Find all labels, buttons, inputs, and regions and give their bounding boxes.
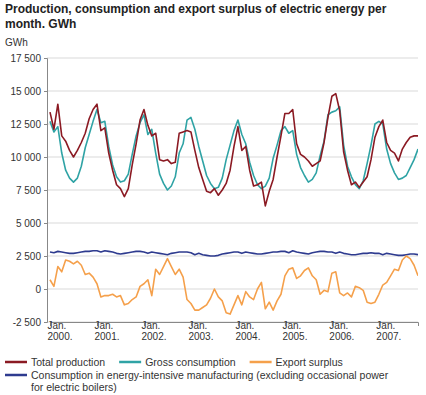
legend-swatch bbox=[119, 361, 141, 364]
legend-label: Export surplus bbox=[276, 356, 343, 368]
x-tick-label: Jan.2007. bbox=[376, 320, 401, 342]
text-line: Production, consumption and export surpl… bbox=[5, 2, 387, 16]
legend-swatch bbox=[5, 374, 27, 377]
y-tick-label: -2 500 bbox=[13, 317, 42, 328]
x-tick-label: Jan.2002. bbox=[141, 320, 166, 342]
text-line: Jan. bbox=[188, 320, 207, 331]
y-tick: 17 500 bbox=[10, 53, 47, 64]
series-line bbox=[50, 94, 418, 206]
text-line: Consumption in energy-intensive manufact… bbox=[31, 369, 389, 381]
legend-item: Gross consumption bbox=[119, 356, 236, 368]
y-tick-mark bbox=[44, 157, 47, 158]
legend-item: Total production bbox=[5, 356, 105, 368]
legend-swatch bbox=[5, 361, 27, 364]
x-tick: Jan.2003. bbox=[188, 320, 213, 342]
y-tick: 5 000 bbox=[16, 218, 47, 229]
text-line: Jan. bbox=[282, 320, 301, 331]
text-line: Jan. bbox=[235, 320, 254, 331]
text-line: 2005. bbox=[282, 331, 307, 342]
y-tick: 0 bbox=[35, 284, 47, 295]
x-tick: Jan.2001. bbox=[94, 320, 119, 342]
legend: Total production Gross consumption Export … bbox=[5, 356, 389, 393]
y-tick-label: 5 000 bbox=[16, 218, 41, 229]
grid-line bbox=[47, 256, 418, 257]
text-line: for electric boilers) bbox=[31, 381, 117, 393]
grid-line bbox=[47, 124, 418, 125]
y-tick-mark bbox=[44, 256, 47, 257]
text-line: Jan. bbox=[141, 320, 160, 331]
x-tick: Jan.2006. bbox=[329, 320, 354, 342]
series-line bbox=[50, 256, 418, 314]
x-axis: Jan.2000.Jan.2001.Jan.2002.Jan.2003.Jan.… bbox=[48, 320, 419, 342]
chart: Production, consumption and export surpl… bbox=[0, 0, 426, 395]
x-tick: Jan.2005. bbox=[282, 320, 307, 342]
legend-label: Gross consumption bbox=[145, 356, 236, 368]
text-line: 2001. bbox=[94, 331, 119, 342]
y-tick-label: 0 bbox=[35, 284, 41, 295]
y-tick: 12 500 bbox=[10, 119, 47, 130]
legend-label: Consumption in energy-intensive manufact… bbox=[31, 369, 389, 393]
legend-label: Total production bbox=[31, 356, 105, 368]
series-line bbox=[50, 251, 418, 256]
text-line: month. GWh bbox=[5, 17, 76, 31]
text-line: Jan. bbox=[94, 320, 113, 331]
text-line: Jan. bbox=[329, 320, 348, 331]
legend-item: Consumption in energy-intensive manufact… bbox=[5, 369, 389, 393]
grid bbox=[47, 58, 418, 322]
x-tick-label: Jan.2006. bbox=[329, 320, 354, 342]
text-line: 2004. bbox=[235, 331, 260, 342]
y-tick-label: 12 500 bbox=[10, 119, 41, 130]
text-line: Jan. bbox=[376, 320, 395, 331]
x-tick: Jan.2007. bbox=[376, 320, 401, 342]
x-tick-label: Jan.2005. bbox=[282, 320, 307, 342]
y-tick: 7 500 bbox=[16, 185, 47, 196]
y-tick-mark bbox=[44, 58, 47, 59]
y-tick: 2 500 bbox=[16, 251, 47, 262]
y-tick-label: 15 000 bbox=[10, 86, 41, 97]
x-tick: Jan.2002. bbox=[141, 320, 166, 342]
y-axis-title: GWh bbox=[5, 37, 28, 48]
title: Production, consumption and export surpl… bbox=[5, 2, 387, 31]
x-tick: Jan.2004. bbox=[235, 320, 260, 342]
y-tick-label: 10 000 bbox=[10, 152, 41, 163]
x-tick-label: Jan.2000. bbox=[48, 320, 73, 342]
y-tick: -2 500 bbox=[13, 317, 47, 328]
x-tick: Jan.2000. bbox=[48, 320, 73, 342]
x-tick-label: Jan.2004. bbox=[235, 320, 260, 342]
y-tick: 10 000 bbox=[10, 152, 47, 163]
y-tick-mark bbox=[44, 190, 47, 191]
y-tick-mark bbox=[44, 91, 47, 92]
grid-line bbox=[47, 190, 418, 191]
grid-line bbox=[47, 91, 418, 92]
y-tick-mark bbox=[44, 289, 47, 290]
grid-line bbox=[47, 58, 418, 59]
x-tick-label: Jan.2001. bbox=[94, 320, 119, 342]
text-line: 2006. bbox=[329, 331, 354, 342]
y-axis: -2 500 0 2 500 5 000 7 500 10 000 12 500 15 000… bbox=[10, 53, 47, 328]
text-line: 2007. bbox=[376, 331, 401, 342]
legend-swatch bbox=[250, 361, 272, 364]
y-tick-label: 7 500 bbox=[16, 185, 41, 196]
grid-line bbox=[47, 223, 418, 224]
y-tick-mark bbox=[44, 124, 47, 125]
legend-item: Export surplus bbox=[250, 356, 343, 368]
y-tick: 15 000 bbox=[10, 86, 47, 97]
text-line: 2000. bbox=[48, 331, 73, 342]
y-tick-label: 17 500 bbox=[10, 53, 41, 64]
plot-area bbox=[50, 94, 418, 314]
text-line: Jan. bbox=[48, 320, 67, 331]
y-tick-label: 2 500 bbox=[16, 251, 41, 262]
text-line: 2003. bbox=[188, 331, 213, 342]
y-axis-line bbox=[44, 59, 48, 323]
text-line: 2002. bbox=[141, 331, 166, 342]
x-tick-label: Jan.2003. bbox=[188, 320, 213, 342]
y-tick-mark bbox=[44, 223, 47, 224]
